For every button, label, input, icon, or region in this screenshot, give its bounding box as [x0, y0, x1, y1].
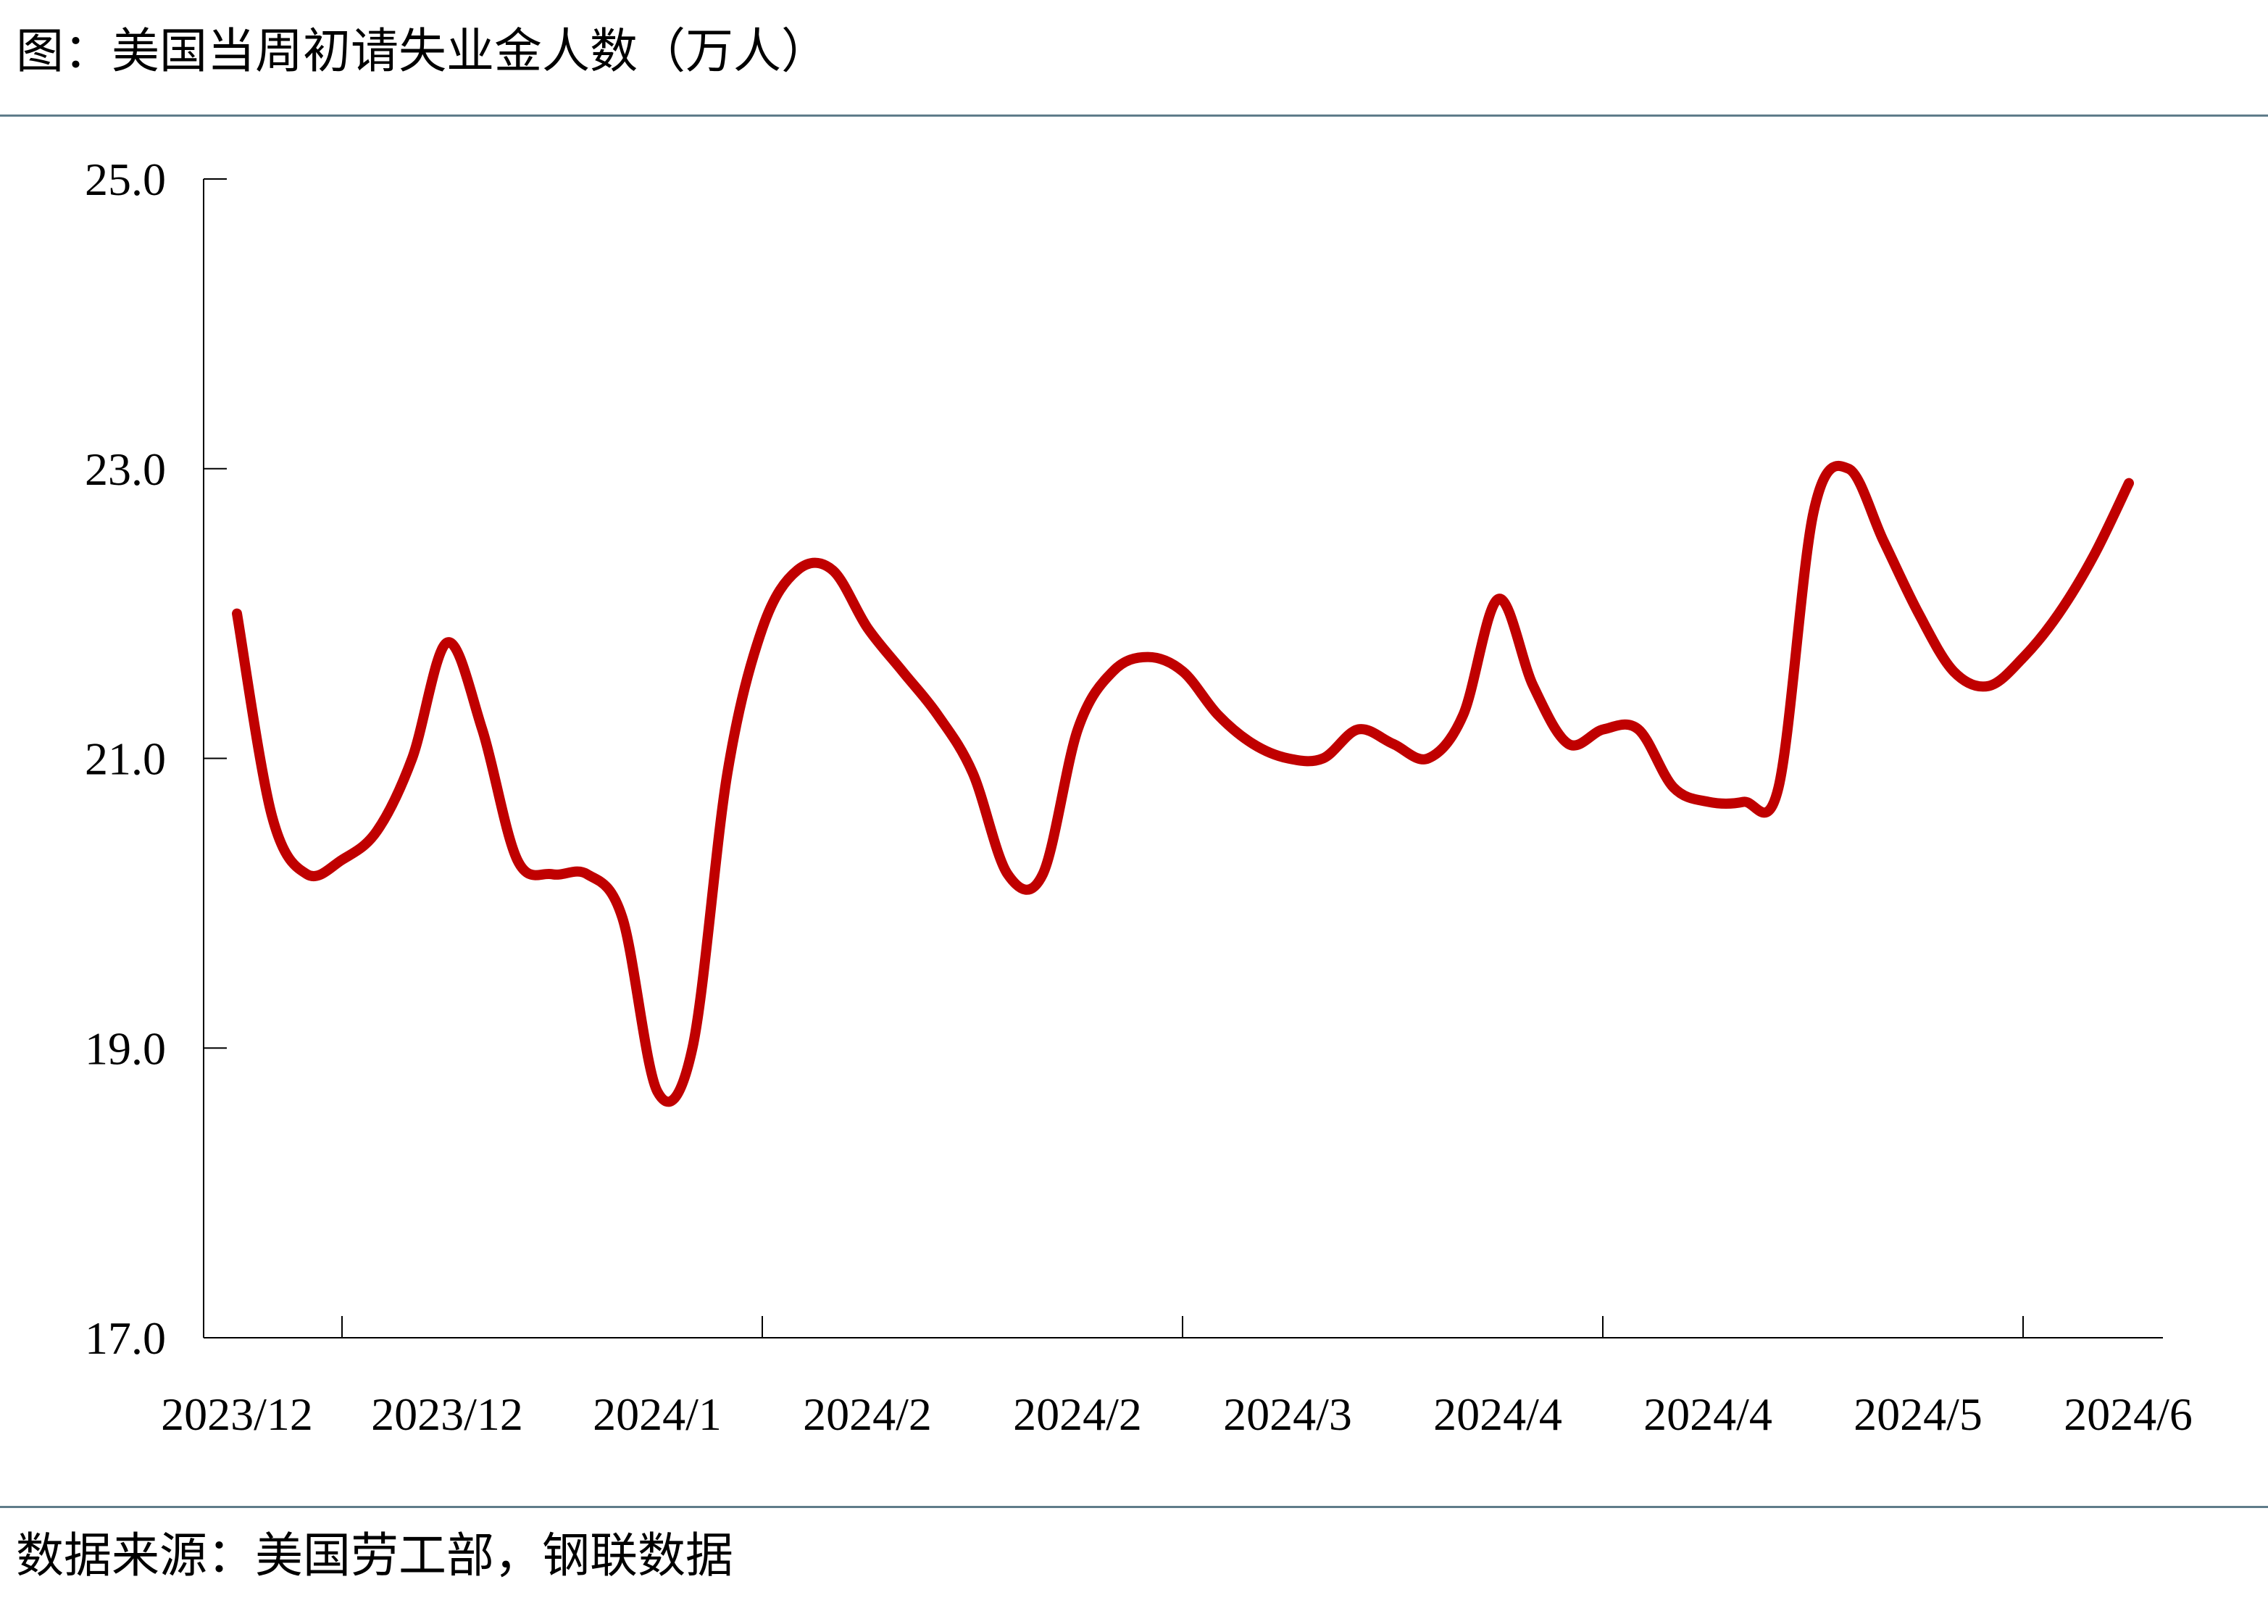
data-point: [587, 873, 588, 875]
data-point: [1777, 786, 1779, 788]
data-source-note: 数据来源：美国劳工部，钢联数据: [16, 1528, 733, 1583]
x-tick-label: 2024/2: [803, 1388, 932, 1440]
data-point: [1533, 686, 1534, 687]
data-point: [1252, 744, 1254, 745]
data-point: [1567, 744, 1569, 745]
x-tick-label: 2024/6: [2064, 1388, 2193, 1440]
data-point: [446, 642, 448, 644]
x-tick-label: 2024/4: [1643, 1388, 1772, 1440]
data-point: [2093, 555, 2095, 557]
data-point: [1743, 801, 1744, 802]
data-point: [236, 613, 238, 615]
data-point: [2058, 613, 2059, 615]
data-point: [1603, 729, 1604, 730]
data-point: [1322, 758, 1324, 759]
x-ticks: 2023/12 2023/12 2024/1 2024/2 2024/2 2024/3 20…: [161, 1316, 2193, 1440]
x-tick-label: 2024/2: [1013, 1388, 1142, 1440]
data-point: [727, 772, 728, 773]
y-tick-label: 25.0: [85, 154, 166, 205]
data-point: [692, 1047, 693, 1049]
x-tick-label: 2024/5: [1854, 1388, 1983, 1440]
data-point: [376, 830, 378, 831]
data-point: [1288, 758, 1289, 759]
data-point: [307, 873, 308, 875]
data-point: [271, 815, 272, 817]
data-point: [937, 715, 938, 716]
y-tick-label: 21.0: [85, 733, 166, 785]
x-tick-label: 2024/4: [1433, 1388, 1562, 1440]
data-point: [1042, 873, 1043, 875]
x-axis: 2023/12 2023/12 2024/1 2024/2 2024/2 2024/3 20…: [161, 1316, 2193, 1440]
data-point: [762, 628, 763, 629]
data-point: [2128, 483, 2130, 484]
data-point: [517, 859, 518, 860]
data-point: [1988, 686, 1990, 687]
data-point: [1883, 541, 1885, 542]
data-point: [902, 671, 904, 672]
data-point: [1183, 671, 1184, 672]
data-point: [1147, 657, 1148, 658]
x-tick-label: 2023/12: [161, 1388, 313, 1440]
data-point: [341, 859, 343, 860]
data-point: [1638, 729, 1639, 730]
data-point: [1007, 873, 1009, 875]
data-point: [1918, 613, 1919, 615]
data-point: [797, 570, 799, 571]
data-point: [1848, 468, 1849, 470]
data-point: [1953, 671, 1954, 672]
data-point: [867, 628, 868, 629]
y-tick-label: 23.0: [85, 444, 166, 495]
data-point: [622, 917, 623, 918]
data-point: [1393, 744, 1394, 745]
series-line-0: [232, 460, 2134, 1107]
top-divider: [0, 114, 2268, 117]
bottom-divider: [0, 1506, 2268, 1508]
data-point: [972, 772, 973, 773]
y-tick-label: 19.0: [85, 1023, 166, 1074]
data-point: [1498, 599, 1499, 600]
data-point: [1462, 715, 1464, 716]
data-point: [1217, 715, 1219, 716]
x-tick-label: 2024/3: [1223, 1388, 1352, 1440]
data-point: [412, 758, 413, 759]
data-point: [1813, 512, 1814, 513]
chart-title: 图：美国当周初请失业金人数（万人）: [16, 23, 829, 79]
y-tick-label: 17.0: [85, 1312, 166, 1364]
data-point: [2023, 657, 2025, 658]
x-tick-label: 2023/12: [371, 1388, 523, 1440]
data-point: [656, 1091, 658, 1092]
data-point: [1672, 786, 1674, 788]
y-axis: 25.0 23.0 21.0 19.0 17.0: [85, 154, 227, 1364]
x-tick-label: 2024/1: [593, 1388, 722, 1440]
data-point: [1077, 729, 1078, 730]
data-point: [551, 873, 553, 875]
y-ticks: 25.0 23.0 21.0 19.0 17.0: [85, 154, 227, 1364]
data-point: [1357, 729, 1359, 730]
data-point: [1112, 671, 1114, 672]
data-point: [1427, 758, 1429, 759]
data-point: [481, 729, 483, 730]
data-point: [832, 570, 833, 571]
data-point: [1708, 801, 1709, 802]
series-layer: [232, 460, 2134, 1107]
